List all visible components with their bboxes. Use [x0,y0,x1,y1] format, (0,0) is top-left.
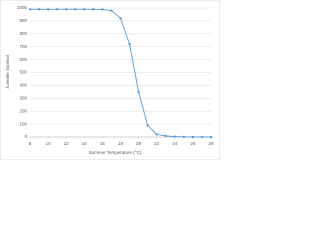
data-point [28,8,32,11]
y-axis-label: Juvenile Survival [5,55,10,89]
chart-frame [0,0,220,160]
x-tick-label: 28 [208,141,214,146]
y-tick-label: 600 [19,57,27,62]
data-point [55,8,59,11]
data-point [155,133,158,136]
y-tick-label: 700 [19,44,27,49]
y-tick-label: 200 [19,108,27,113]
y-tick-label: 0 [24,134,27,139]
y-tick-label: 400 [19,83,27,88]
data-point [110,9,113,12]
y-tick-label: 300 [19,95,27,100]
data-point [200,135,204,139]
x-tick-label: 12 [64,141,70,146]
data-point [191,135,195,139]
data-point [209,135,213,139]
x-tick-label: 14 [82,141,88,146]
data-point [101,8,104,11]
data-point [146,124,149,127]
y-tick-label: 900 [19,18,27,23]
data-point [119,17,122,20]
data-point [164,134,167,138]
x-axis-label: Summer Temperature (°C) [89,150,142,155]
x-tick-label: 18 [118,141,124,146]
x-tick-label: 26 [190,141,196,146]
data-point [137,90,140,94]
y-tick-label: 500 [19,70,27,75]
data-point [83,8,86,11]
x-tick-label: 10 [46,141,52,146]
x-tick-label: 22 [154,141,160,146]
data-point [65,8,68,11]
x-tick-label: 16 [100,141,106,146]
data-point [128,42,131,46]
data-point [37,8,41,11]
data-point [173,135,176,138]
data-point [92,8,95,11]
data-point [74,8,77,11]
chart: Summer Temperature (°C) Juvenile Surviva… [0,0,220,160]
y-tick-label: 800 [19,31,27,36]
x-tick-label: 8 [29,141,32,146]
x-tick-label: 20 [136,141,142,146]
data-point [46,8,50,11]
x-tick-label: 24 [172,141,178,146]
y-tick-label: 100 [19,121,27,126]
data-point [182,135,186,139]
y-tick-label: 1000 [17,5,28,10]
